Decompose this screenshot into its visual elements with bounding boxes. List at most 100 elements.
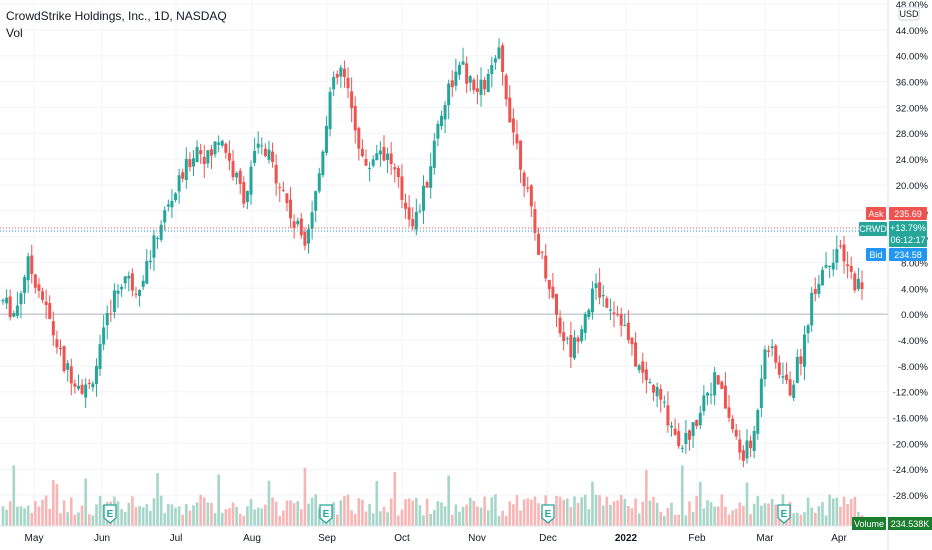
- candle-body: [33, 274, 37, 288]
- candle-body: [159, 224, 163, 240]
- candle-body: [828, 266, 832, 268]
- volume-bar: [479, 507, 483, 526]
- candle-body: [76, 385, 80, 389]
- volume-bar: [386, 512, 389, 526]
- volume-bar: [278, 515, 282, 526]
- volume-bar: [526, 498, 530, 526]
- candle-body: [26, 256, 30, 281]
- candle-body: [723, 385, 727, 409]
- candle-body: [519, 140, 523, 170]
- candle-body: [87, 382, 91, 384]
- candle-body: [501, 45, 505, 72]
- candle-body: [98, 344, 102, 369]
- volume-bar: [98, 496, 102, 526]
- candle-body: [260, 145, 264, 147]
- earnings-marker-label: E: [107, 509, 114, 520]
- candle-body: [166, 204, 170, 207]
- candle-body: [774, 345, 778, 363]
- candle-body: [652, 385, 656, 393]
- candle-body: [479, 79, 483, 95]
- volume-bar: [824, 515, 828, 526]
- earnings-marker-label: E: [781, 509, 788, 520]
- candle-body: [220, 140, 224, 146]
- volume-bar: [853, 496, 857, 526]
- candle-body: [662, 401, 666, 403]
- candle-body: [562, 332, 566, 342]
- candle-body: [66, 363, 70, 370]
- earnings-marker[interactable]: E: [777, 504, 791, 524]
- volume-bar: [397, 515, 400, 526]
- candle-body: [727, 407, 731, 418]
- volume-bar: [59, 513, 62, 526]
- candle-body: [55, 339, 59, 348]
- candle-body: [799, 356, 803, 364]
- volume-bar: [16, 506, 19, 526]
- volume-bar: [587, 509, 591, 526]
- volume-bar: [404, 499, 407, 526]
- currency-label: USD: [899, 9, 919, 19]
- candle-body: [587, 309, 591, 318]
- candle-body: [698, 412, 702, 426]
- candle-body: [30, 255, 34, 275]
- volume-bar: [835, 497, 839, 526]
- candle-body: [209, 149, 213, 156]
- change-value: +13.79%: [890, 223, 926, 233]
- volume-bar: [565, 498, 569, 526]
- candle-body: [644, 369, 648, 381]
- volume-bar: [26, 505, 30, 526]
- chart-title[interactable]: CrowdStrike Holdings, Inc., 1D, NASDAQ: [6, 9, 227, 23]
- candle-body: [860, 282, 864, 290]
- currency-box[interactable]: [898, 6, 920, 21]
- volume-label[interactable]: Vol: [6, 26, 23, 40]
- candle-body: [777, 362, 781, 375]
- candle-body: [249, 166, 253, 195]
- volume-bar: [673, 514, 677, 526]
- price-tick-label: -16.00%: [893, 414, 929, 425]
- volume-bar: [558, 496, 562, 526]
- earnings-marker-label: E: [323, 509, 330, 520]
- candle-body: [112, 290, 116, 313]
- volume-bar: [181, 514, 185, 526]
- last-price-badge: [889, 221, 927, 247]
- candle-body: [810, 292, 814, 326]
- candle-body: [770, 346, 774, 349]
- volume-bar: [30, 513, 34, 526]
- candle-body: [231, 160, 235, 178]
- volume-bar: [95, 504, 98, 526]
- volume-bar: [145, 504, 149, 526]
- volume-bar: [684, 515, 688, 526]
- candle-body: [731, 418, 735, 430]
- candle-body: [285, 193, 289, 204]
- volume-bar: [357, 498, 361, 526]
- candle-body: [630, 337, 634, 345]
- volume-bar: [210, 502, 213, 526]
- candle-body: [785, 374, 789, 381]
- candle-body: [12, 312, 16, 317]
- candle-body: [296, 220, 300, 225]
- candle-body: [303, 231, 307, 246]
- earnings-marker[interactable]: E: [319, 504, 333, 524]
- volume-bar: [627, 505, 630, 526]
- volume-bar: [195, 502, 199, 526]
- candle-body: [547, 279, 551, 290]
- earnings-marker[interactable]: E: [103, 504, 117, 524]
- volume-bar: [353, 513, 357, 526]
- volume-bar: [167, 503, 170, 526]
- price-tick-label: 44.00%: [896, 26, 929, 37]
- candle-body: [802, 334, 806, 367]
- candle-body: [1, 300, 5, 302]
- symbol-badge: [859, 222, 887, 236]
- candle-body: [461, 61, 465, 65]
- earnings-marker[interactable]: E: [541, 504, 555, 524]
- volume-bar: [422, 515, 425, 526]
- candle-body: [368, 167, 372, 169]
- candle-body: [590, 288, 594, 313]
- candle-body: [23, 276, 27, 293]
- candle-body: [59, 347, 63, 350]
- candle-body: [227, 153, 231, 161]
- volume-bar: [641, 501, 645, 526]
- candle-body: [842, 244, 846, 262]
- candle-body: [820, 269, 824, 286]
